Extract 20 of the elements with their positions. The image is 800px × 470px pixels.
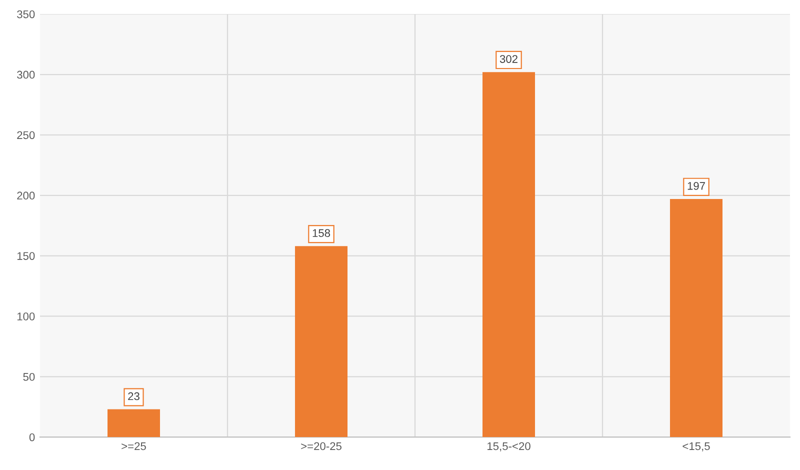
x-tick-label: >=20-25 [301, 442, 342, 450]
x-tick-label: <15,5 [682, 442, 710, 452]
y-tick-label: 350 [17, 10, 35, 18]
bar [670, 199, 722, 438]
y-tick-label: 200 [17, 192, 35, 200]
y-tick-label: 50 [23, 372, 35, 381]
bar [295, 246, 348, 438]
y-tick-label: 250 [17, 131, 35, 140]
data-label: 158 [312, 229, 330, 238]
y-tick-label: 300 [17, 70, 35, 79]
bar [108, 409, 160, 438]
y-tick-label: 100 [17, 312, 35, 320]
data-label: 23 [128, 392, 140, 400]
x-tick-label: >=25 [122, 442, 146, 450]
data-label: 302 [500, 55, 518, 63]
data-label: 197 [688, 182, 705, 190]
x-tick-label: 15,5-<20 [488, 442, 530, 452]
y-tick-label: 0 [29, 433, 35, 442]
bar [482, 72, 535, 438]
y-tick-label: 150 [17, 252, 35, 260]
